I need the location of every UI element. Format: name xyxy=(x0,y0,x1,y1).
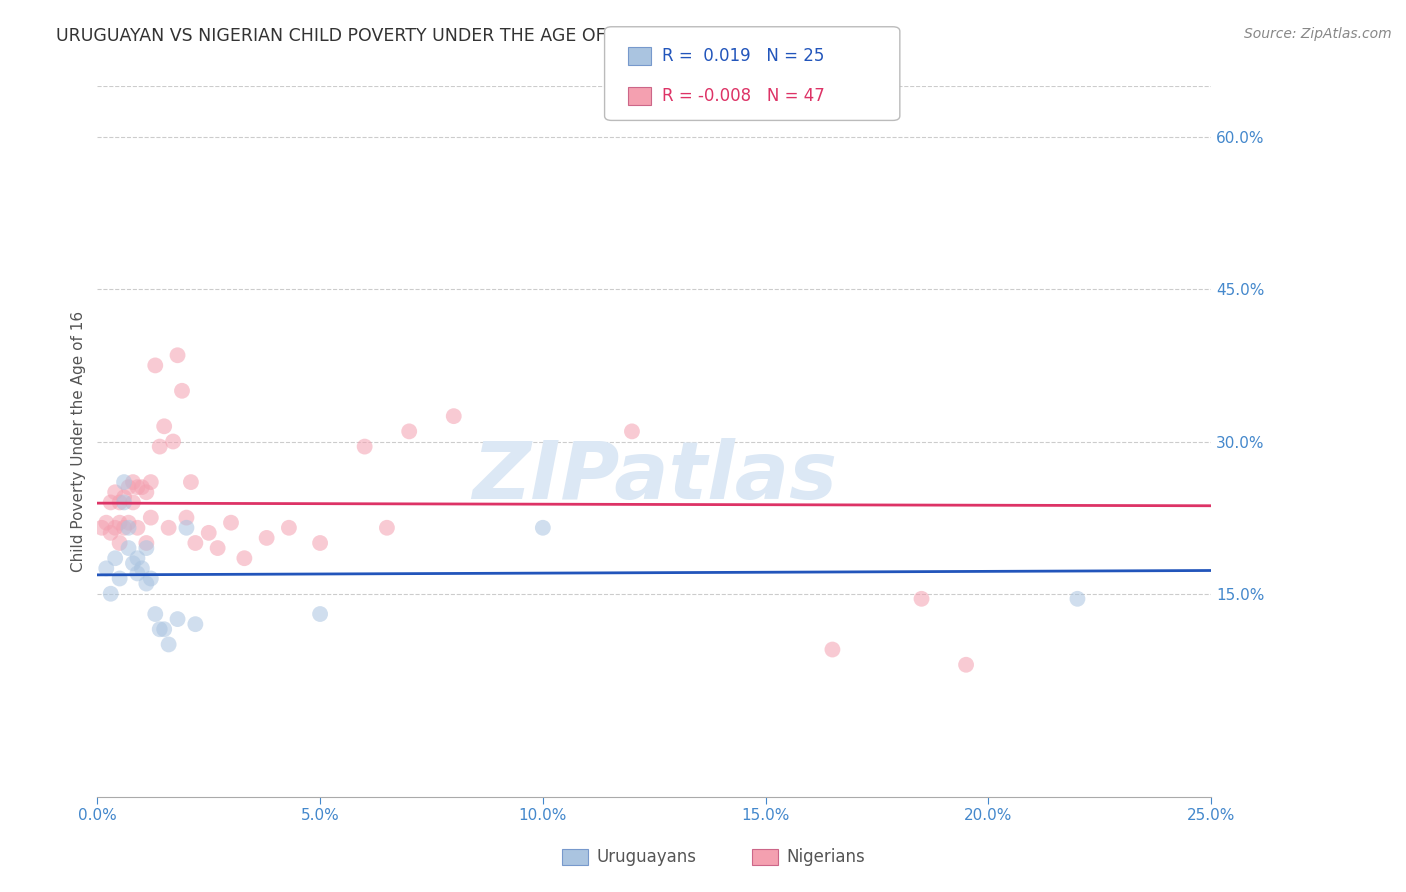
Point xyxy=(100,587,122,601)
Text: R = -0.008   N = 47: R = -0.008 N = 47 xyxy=(662,87,825,105)
Point xyxy=(309,536,332,550)
Text: Source: ZipAtlas.com: Source: ZipAtlas.com xyxy=(1244,27,1392,41)
Point xyxy=(100,495,122,509)
Point xyxy=(108,536,131,550)
Point xyxy=(277,521,299,535)
Point xyxy=(443,409,465,424)
Point xyxy=(149,622,172,636)
Point xyxy=(112,475,135,489)
Point xyxy=(157,637,180,651)
Point xyxy=(143,607,166,621)
Text: R =  0.019   N = 25: R = 0.019 N = 25 xyxy=(662,47,824,65)
Point xyxy=(122,495,145,509)
Point xyxy=(910,591,932,606)
Y-axis label: Child Poverty Under the Age of 16: Child Poverty Under the Age of 16 xyxy=(72,311,86,572)
Point xyxy=(96,561,118,575)
Point xyxy=(197,525,219,540)
Point xyxy=(162,434,184,449)
Point xyxy=(219,516,242,530)
Point xyxy=(108,516,131,530)
Point xyxy=(100,525,122,540)
Point xyxy=(184,536,207,550)
Point xyxy=(180,475,202,489)
Point xyxy=(166,348,188,362)
Point xyxy=(90,521,112,535)
Point xyxy=(309,607,332,621)
Point xyxy=(176,521,198,535)
Point xyxy=(135,536,157,550)
Point xyxy=(127,551,149,566)
Point xyxy=(112,491,135,505)
Point xyxy=(131,480,153,494)
Point xyxy=(117,521,139,535)
Point xyxy=(166,612,188,626)
Point xyxy=(955,657,977,672)
Point xyxy=(104,485,127,500)
Point xyxy=(353,440,375,454)
Point xyxy=(108,572,131,586)
Point xyxy=(117,480,139,494)
Point xyxy=(131,561,153,575)
Point xyxy=(122,475,145,489)
Point xyxy=(112,521,135,535)
Point xyxy=(157,521,180,535)
Point xyxy=(139,510,162,524)
Point xyxy=(153,419,176,434)
Point xyxy=(620,425,643,439)
Point xyxy=(398,425,420,439)
Point xyxy=(127,566,149,581)
Point xyxy=(139,475,162,489)
Point xyxy=(821,642,844,657)
Point xyxy=(104,551,127,566)
Text: URUGUAYAN VS NIGERIAN CHILD POVERTY UNDER THE AGE OF 16 CORRELATION CHART: URUGUAYAN VS NIGERIAN CHILD POVERTY UNDE… xyxy=(56,27,828,45)
Point xyxy=(256,531,278,545)
Point xyxy=(122,556,145,570)
Point xyxy=(135,541,157,555)
Text: Nigerians: Nigerians xyxy=(786,848,865,866)
Point xyxy=(108,495,131,509)
Point xyxy=(176,510,198,524)
Point xyxy=(153,622,176,636)
Point xyxy=(139,572,162,586)
Point xyxy=(375,521,398,535)
Point xyxy=(127,521,149,535)
Point xyxy=(233,551,256,566)
Point xyxy=(531,521,554,535)
Point xyxy=(184,617,207,632)
Point xyxy=(96,516,118,530)
Point xyxy=(117,541,139,555)
Point xyxy=(112,495,135,509)
Point xyxy=(135,485,157,500)
Text: Uruguayans: Uruguayans xyxy=(596,848,696,866)
Point xyxy=(117,516,139,530)
Point xyxy=(149,440,172,454)
Point xyxy=(1066,591,1088,606)
Point xyxy=(104,521,127,535)
Point xyxy=(127,480,149,494)
Point xyxy=(135,576,157,591)
Text: ZIPatlas: ZIPatlas xyxy=(472,438,837,516)
Point xyxy=(143,359,166,373)
Point xyxy=(207,541,229,555)
Point xyxy=(170,384,193,398)
